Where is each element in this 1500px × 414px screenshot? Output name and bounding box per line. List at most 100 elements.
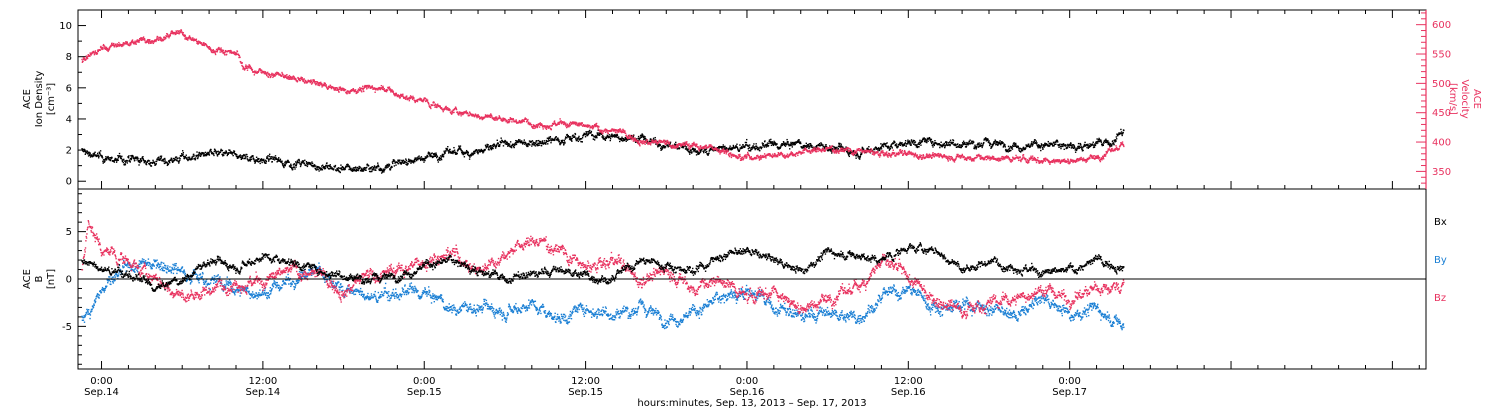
data-point: [479, 116, 480, 117]
data-point: [129, 159, 130, 160]
data-point: [542, 125, 543, 126]
data-point: [491, 115, 492, 116]
data-point: [441, 159, 442, 160]
data-point: [192, 37, 193, 38]
data-point: [382, 86, 383, 87]
data-point: [1079, 147, 1080, 148]
data-point: [487, 144, 488, 145]
data-point: [963, 141, 964, 142]
data-point: [1034, 141, 1035, 142]
data-point: [387, 90, 388, 91]
data-point: [578, 136, 579, 137]
data-point: [771, 145, 772, 146]
data-point: [456, 109, 457, 110]
data-point: [757, 147, 758, 148]
data-point: [414, 161, 415, 162]
data-point: [1042, 148, 1043, 149]
data-point: [330, 166, 331, 167]
data-point: [317, 85, 318, 86]
data-point: [242, 158, 243, 159]
data-point: [449, 109, 450, 110]
data-point: [1082, 150, 1083, 151]
data-point: [236, 154, 237, 155]
data-point: [280, 159, 281, 160]
data-point: [236, 52, 237, 53]
data-point: [294, 163, 295, 164]
data-point: [905, 140, 906, 141]
data-point: [695, 149, 696, 150]
data-point: [569, 136, 570, 137]
data-point: [890, 148, 891, 149]
data-point: [1081, 146, 1082, 147]
data-point: [366, 88, 367, 89]
data-point: [176, 160, 177, 161]
data-point: [549, 140, 550, 141]
time-tick-label: 12:00: [571, 376, 600, 387]
data-point: [261, 162, 262, 163]
data-point: [413, 97, 414, 98]
data-point: [130, 43, 131, 44]
data-point: [746, 142, 747, 143]
data-point: [697, 151, 698, 152]
data-point: [245, 68, 246, 69]
data-point: [212, 52, 213, 53]
data-point: [1108, 142, 1109, 143]
data-point: [103, 159, 104, 160]
data-point: [432, 104, 433, 105]
data-point: [95, 50, 96, 51]
data-point: [1031, 141, 1032, 142]
data-point: [527, 146, 528, 147]
data-point: [453, 112, 454, 113]
data-point: [410, 162, 411, 163]
data-point: [181, 30, 182, 31]
data-point: [460, 113, 461, 114]
data-point: [513, 118, 514, 119]
data-point: [421, 156, 422, 157]
data-point: [786, 144, 787, 145]
data-point: [128, 157, 129, 158]
data-point: [1012, 148, 1013, 149]
data-point: [857, 154, 858, 155]
data-point: [809, 143, 810, 144]
data-point: [392, 163, 393, 164]
data-point: [394, 160, 395, 161]
data-point: [532, 127, 533, 128]
data-point: [1121, 131, 1122, 132]
data-point: [97, 153, 98, 154]
data-point: [318, 170, 319, 171]
data-point: [199, 154, 200, 155]
data-point: [946, 142, 947, 143]
data-point: [350, 168, 351, 169]
data-point: [490, 145, 491, 146]
data-point: [879, 150, 880, 151]
data-point: [335, 165, 336, 166]
data-point: [98, 156, 99, 157]
data-point: [200, 156, 201, 157]
data-point: [1107, 140, 1108, 141]
data-point: [644, 136, 645, 137]
data-point: [772, 142, 773, 143]
data-point: [274, 159, 275, 160]
density-tick-label: 2: [66, 146, 72, 157]
data-point: [85, 154, 86, 155]
data-point: [509, 121, 510, 122]
data-point: [943, 145, 944, 146]
data-point: [575, 134, 576, 135]
data-point: [275, 157, 276, 158]
data-point: [823, 146, 824, 147]
data-point: [617, 135, 618, 136]
data-point: [578, 137, 579, 138]
data-point: [303, 78, 304, 79]
bfield-tick-label: 0: [66, 275, 72, 286]
data-point: [111, 43, 112, 44]
data-point: [361, 91, 362, 92]
data-point: [330, 164, 331, 165]
data-point: [1094, 147, 1095, 148]
data-point: [142, 156, 143, 157]
data-point: [427, 156, 428, 157]
time-tick-label: 0:00: [736, 376, 758, 387]
data-point: [490, 113, 491, 114]
data-point: [247, 156, 248, 157]
data-point: [239, 57, 240, 58]
data-point: [1074, 148, 1075, 149]
